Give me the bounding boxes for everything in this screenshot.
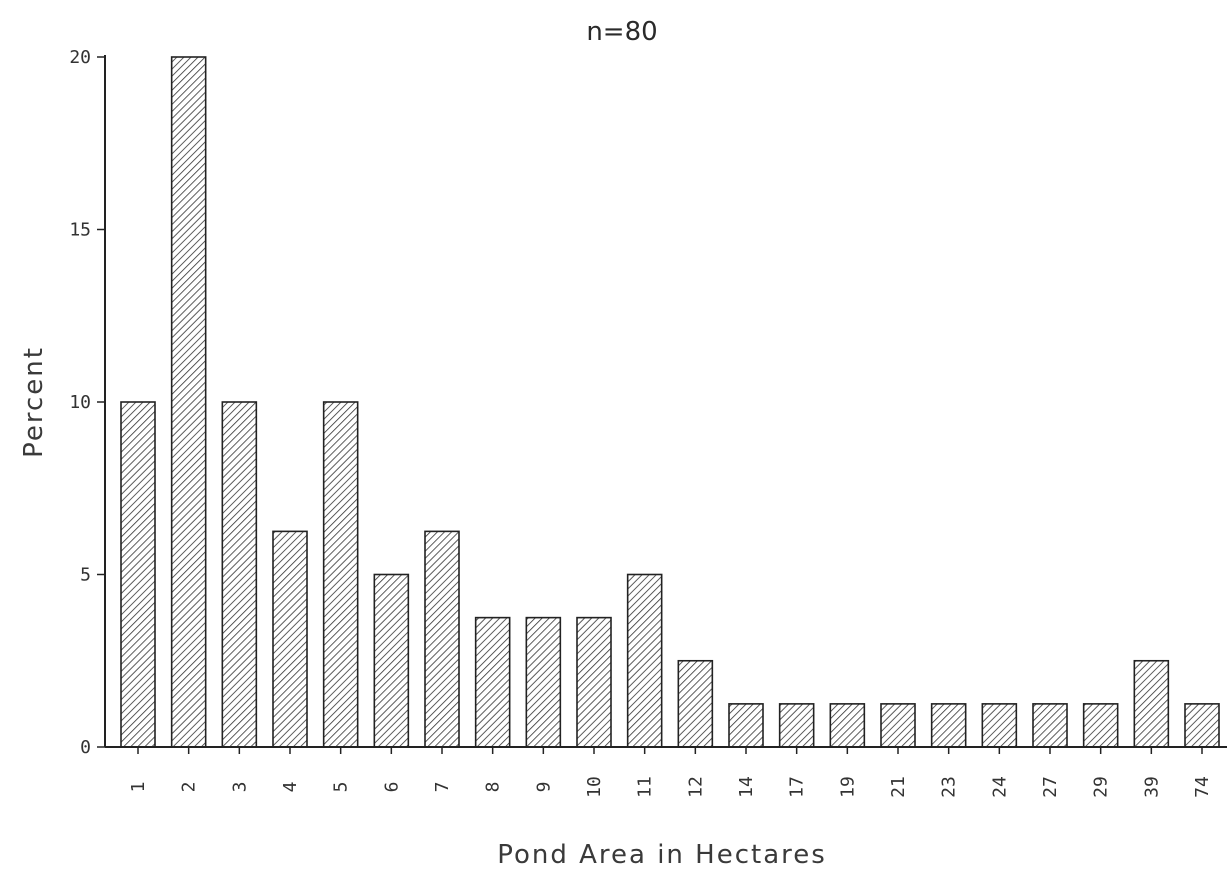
bar: [525, 616, 562, 748]
x-tick-label: 2: [179, 782, 200, 793]
chart-title: n=80: [586, 17, 657, 47]
bar: [221, 401, 258, 748]
x-tick-label: 3: [229, 782, 250, 793]
bar: [424, 530, 460, 748]
x-tick-label: 6: [381, 782, 402, 793]
x-axis-ticks: 1 2 3 4 5 6 7 8 9 10 11 12 14 17 19 21 23 24 27 29 39 74: [128, 747, 1213, 798]
x-tick-label: 17: [787, 776, 808, 798]
bar: [626, 573, 663, 748]
bar: [1032, 703, 1068, 748]
bar: [728, 703, 764, 748]
y-axis-ticks: 0 5 10 15 20: [69, 47, 105, 758]
bar: [930, 703, 967, 748]
bar: [1184, 703, 1220, 748]
bar: [322, 401, 359, 748]
x-tick-label: 5: [331, 782, 352, 793]
bar: [981, 703, 1018, 748]
bar: [677, 659, 714, 748]
y-axis-label: Percent: [19, 346, 49, 458]
bars-group: [120, 56, 1220, 748]
x-tick-label: 19: [837, 776, 858, 798]
bar: [120, 401, 156, 748]
bar: [778, 703, 815, 748]
bar: [829, 703, 866, 748]
bar: [1082, 703, 1119, 748]
x-tick-label: 21: [888, 776, 909, 798]
x-tick-label: 7: [432, 782, 453, 793]
bar: [170, 56, 207, 748]
y-tick-label: 5: [80, 565, 91, 586]
y-tick-label: 10: [69, 392, 91, 413]
x-tick-label: 1: [128, 782, 149, 793]
x-tick-label: 10: [584, 776, 605, 798]
x-tick-label: 11: [635, 776, 656, 798]
x-tick-label: 39: [1141, 776, 1162, 798]
x-tick-label: 27: [1040, 776, 1061, 798]
x-tick-label: 29: [1091, 776, 1112, 798]
bar: [272, 530, 308, 748]
bar: [576, 616, 612, 748]
x-tick-label: 74: [1192, 776, 1213, 798]
bar: [474, 616, 511, 748]
x-tick-label: 9: [533, 782, 554, 793]
y-tick-label: 15: [69, 220, 91, 241]
x-tick-label: 8: [483, 782, 504, 793]
x-tick-label: 24: [989, 776, 1010, 798]
x-axis-label: Pond Area in Hectares: [497, 840, 827, 870]
x-tick-label: 4: [280, 782, 301, 793]
x-tick-label: 12: [685, 776, 706, 798]
bar: [373, 573, 410, 748]
bar: [1133, 659, 1170, 748]
x-tick-label: 14: [736, 776, 757, 798]
y-tick-label: 0: [80, 737, 91, 758]
bar: [880, 703, 916, 748]
x-tick-label: 23: [939, 776, 960, 798]
y-tick-label: 20: [69, 47, 91, 68]
